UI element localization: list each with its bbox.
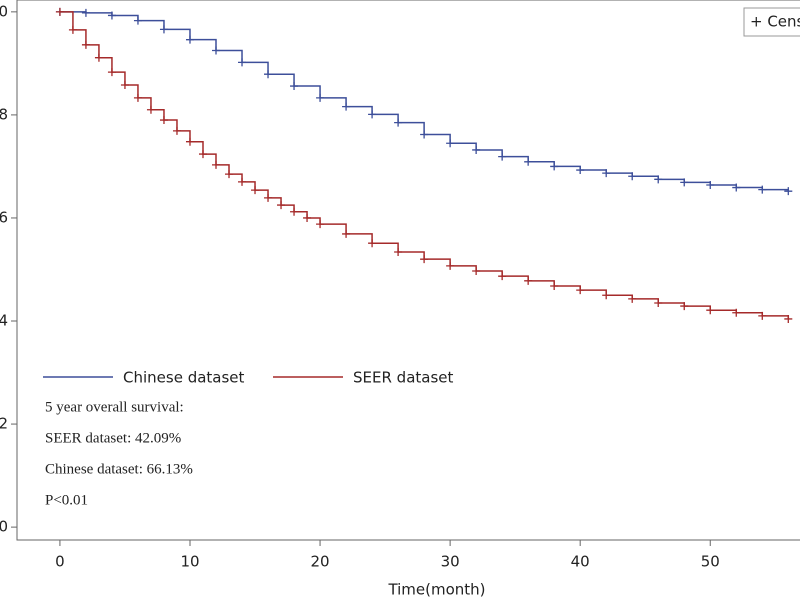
- censor-mark: [94, 53, 103, 62]
- annotation: P<0.01: [45, 492, 88, 508]
- survival-curve: [59, 11, 790, 319]
- censor-mark: [368, 110, 377, 119]
- y-tick-label: 0.0: [0, 518, 8, 536]
- censor-mark: [172, 126, 181, 135]
- censor-mark: [758, 185, 767, 194]
- censor-legend-box: [743, 7, 800, 37]
- censor-mark: [212, 160, 221, 169]
- annotation: SEER dataset: 42.09%: [45, 430, 181, 446]
- censor-mark: [498, 272, 507, 281]
- censor-mark: [316, 220, 325, 229]
- censor-mark: [654, 175, 663, 184]
- censor-mark: [706, 180, 715, 189]
- censor-mark: [290, 207, 299, 216]
- censor-mark: [420, 255, 429, 264]
- censor-mark: [146, 105, 155, 114]
- x-axis-label: Time(month): [387, 581, 485, 599]
- censor-mark: [446, 139, 455, 148]
- y-tick-label: 0.2: [0, 415, 8, 433]
- censor-mark: [264, 193, 273, 202]
- censor-mark: [394, 247, 403, 256]
- censor-mark: [107, 11, 116, 20]
- censor-mark: [602, 169, 611, 178]
- y-tick-label: 0.8: [0, 105, 8, 123]
- censor-mark: [576, 166, 585, 175]
- censor-mark: [81, 8, 90, 17]
- censor-mark: [602, 291, 611, 300]
- censor-mark: [732, 183, 741, 192]
- y-tick-label: 0.4: [0, 312, 8, 330]
- censor-mark: [198, 150, 207, 159]
- censor-mark: [185, 137, 194, 146]
- plot-frame: [16, 0, 800, 541]
- censor-mark: [550, 281, 559, 290]
- censor-mark: [55, 7, 64, 16]
- x-tick-label: 40: [571, 553, 590, 571]
- x-tick-label: 30: [441, 553, 460, 571]
- censor-mark: [159, 25, 168, 34]
- censor-mark: [420, 130, 429, 139]
- censor-mark: [120, 81, 129, 90]
- censor-mark: [498, 152, 507, 161]
- y-tick-label: 1.0: [0, 2, 8, 20]
- censor-mark: [732, 308, 741, 317]
- censor-mark: [550, 162, 559, 171]
- censor-mark: [472, 145, 481, 154]
- legend-label: SEER dataset: [353, 369, 453, 387]
- x-tick-label: 50: [701, 553, 720, 571]
- censor-mark: [185, 35, 194, 44]
- censor-mark: [446, 261, 455, 270]
- censor-mark: [251, 186, 260, 195]
- censor-mark: [303, 213, 312, 222]
- censor-mark: [784, 187, 793, 196]
- censor-mark: [576, 286, 585, 295]
- censor-mark: [68, 25, 77, 34]
- censor-mark: [238, 177, 247, 186]
- annotation: 5 year overall survival:: [45, 399, 184, 415]
- censor-mark: [758, 311, 767, 320]
- x-tick-label: 0: [55, 553, 65, 571]
- censor-mark: [212, 46, 221, 55]
- legend-label: Chinese dataset: [123, 369, 245, 387]
- censor-mark: [225, 170, 234, 179]
- censor-mark: [277, 201, 286, 210]
- censor-mark: [680, 178, 689, 187]
- censor-mark: [524, 276, 533, 285]
- censor-mark: [628, 172, 637, 181]
- censor-mark: [133, 16, 142, 25]
- censor-mark: [264, 70, 273, 79]
- censor-mark: [133, 93, 142, 102]
- censor-mark: [784, 314, 793, 323]
- censor-mark: [394, 118, 403, 127]
- censor-mark: [706, 306, 715, 315]
- censor-mark: [238, 58, 247, 67]
- censor-mark: [524, 157, 533, 166]
- censor-mark: [316, 93, 325, 102]
- censor-mark: [628, 294, 637, 303]
- censor-mark: [290, 82, 299, 91]
- censor-mark: [342, 229, 351, 238]
- x-tick-label: 10: [180, 553, 199, 571]
- censor-legend-label: + Censored: [750, 13, 800, 31]
- censor-mark: [107, 68, 116, 77]
- censor-mark: [680, 302, 689, 311]
- y-tick-label: 0.6: [0, 208, 8, 226]
- censor-mark: [368, 239, 377, 248]
- censor-mark: [472, 267, 481, 276]
- censor-mark: [159, 116, 168, 125]
- censor-mark: [81, 40, 90, 49]
- annotation: Chinese dataset: 66.13%: [45, 461, 193, 477]
- censor-mark: [654, 298, 663, 307]
- censor-mark: [342, 102, 351, 111]
- x-tick-label: 20: [311, 553, 330, 571]
- survival-curve: [59, 11, 790, 192]
